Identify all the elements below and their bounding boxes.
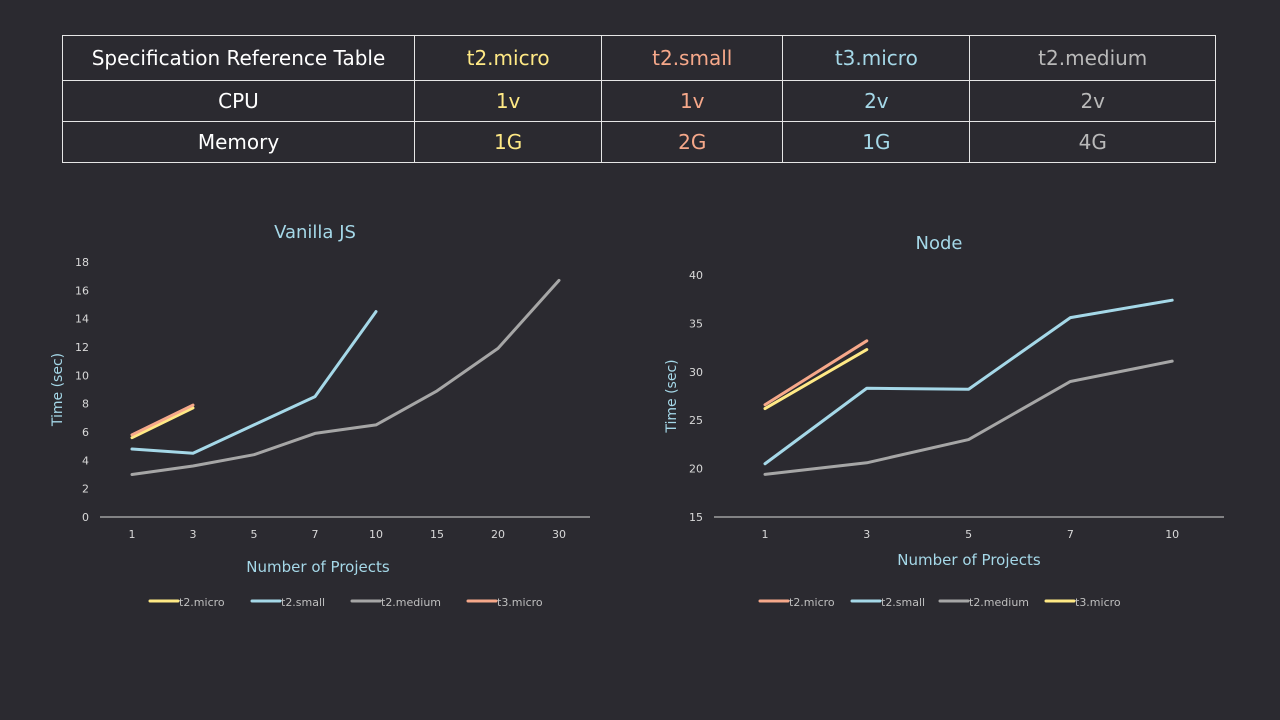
vanilla-y-tick-label: 12 (75, 341, 89, 354)
vanilla-x-tick-label: 10 (369, 528, 383, 541)
vanilla-x-tick-label: 5 (251, 528, 258, 541)
vanilla-series-line-t2-small (130, 310, 378, 455)
cpu-t2-medium: 2v (969, 80, 1216, 122)
vanilla-y-tick-label: 14 (75, 313, 89, 326)
node-y-tick-label: 30 (689, 366, 703, 379)
node-series-line-t2-small (763, 298, 1174, 466)
node-x-tick-label: 10 (1165, 528, 1179, 541)
vanilla-y-tick-label: 6 (82, 426, 89, 439)
vanilla-y-tick-label: 8 (82, 398, 89, 411)
node-chart-title: Node (916, 233, 963, 254)
node-x-tick-label: 1 (762, 528, 769, 541)
node-y-tick-label: 35 (689, 317, 703, 330)
vanilla-y-tick-label: 0 (82, 511, 89, 524)
vanilla-x-axis-label: Number of Projects (246, 558, 390, 576)
node-x-axis-label: Number of Projects (897, 551, 1041, 569)
node-y-tick-label: 15 (689, 511, 703, 524)
node-series-line-t3-micro (763, 348, 869, 411)
vanilla-x-tick-label: 1 (129, 528, 136, 541)
node-legend-label: t2.micro (789, 596, 835, 609)
node-series-line-t2-micro (763, 339, 869, 407)
node-x-tick-label: 7 (1067, 528, 1074, 541)
memory-t2-medium: 4G (969, 121, 1216, 163)
vanilla-x-tick-label: 7 (312, 528, 319, 541)
memory-t2-small: 2G (601, 121, 784, 163)
row-label-cpu: CPU (62, 80, 415, 122)
node-y-tick-label: 25 (689, 414, 703, 427)
node-y-tick-label: 20 (689, 463, 703, 476)
vanilla-y-axis-label: Time (sec) (50, 353, 66, 427)
vanilla-series-line-t3-micro (130, 403, 195, 437)
memory-t3-micro: 1G (782, 121, 971, 163)
vanilla-y-tick-label: 16 (75, 284, 89, 297)
vanilla-legend-label: t2.medium (381, 596, 441, 609)
vanilla-legend-label: t2.small (281, 596, 325, 609)
node-legend-label: t2.medium (969, 596, 1029, 609)
vanilla-series-line-t2-medium (130, 278, 561, 476)
vanilla-x-tick-label: 20 (491, 528, 505, 541)
specification-reference-table: Specification Reference Table t2.micro t… (62, 35, 1216, 163)
node-legend-label: t3.micro (1075, 596, 1121, 609)
memory-t2-micro: 1G (413, 121, 603, 163)
col-header-t2-micro: t2.micro (413, 35, 603, 81)
vanilla-x-tick-label: 30 (552, 528, 566, 541)
node-y-tick-label: 40 (689, 269, 703, 282)
vanilla-y-tick-label: 4 (82, 454, 89, 467)
row-label-memory: Memory (62, 121, 415, 163)
node-y-axis-label: Time (sec) (664, 359, 680, 433)
vanilla-x-tick-label: 3 (190, 528, 197, 541)
table-title-cell: Specification Reference Table (62, 35, 415, 81)
vanilla-y-tick-label: 10 (75, 369, 89, 382)
vanilla-x-tick-label: 15 (430, 528, 444, 541)
vanilla-chart-title: Vanilla JS (274, 222, 356, 243)
table-row-cpu: CPU 1v 1v 2v 2v (62, 80, 1216, 122)
vanilla-y-tick-label: 18 (75, 256, 89, 269)
node-x-tick-label: 3 (863, 528, 870, 541)
node-x-tick-label: 5 (965, 528, 972, 541)
table-row-memory: Memory 1G 2G 1G 4G (62, 121, 1216, 163)
node-legend-label: t2.small (881, 596, 925, 609)
vanilla-legend-label: t2.micro (179, 596, 225, 609)
col-header-t2-small: t2.small (601, 35, 784, 81)
node-series-line-t2-medium (763, 359, 1174, 476)
vanilla-legend-label: t3.micro (497, 596, 543, 609)
vanilla-series-line-t2-micro (130, 406, 195, 440)
vanilla-y-tick-label: 2 (82, 483, 89, 496)
